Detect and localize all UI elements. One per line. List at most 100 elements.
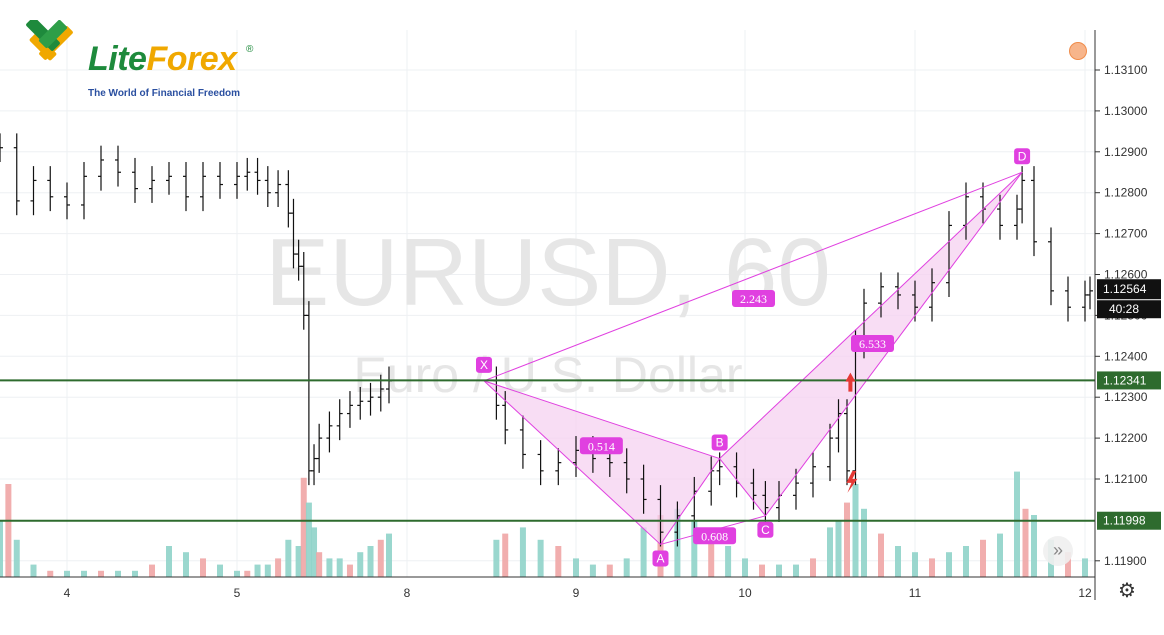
liteforex-logo-icon <box>26 20 73 61</box>
pattern-point-label-bg <box>711 434 728 451</box>
volume-bar <box>759 564 765 577</box>
volume-bar <box>98 570 104 577</box>
pattern-ratio-label-bg <box>693 527 737 545</box>
volume-bar <box>47 570 54 577</box>
level-price-tag <box>1097 371 1161 390</box>
x-tick-label: 8 <box>404 586 411 600</box>
volume-bar <box>912 552 918 577</box>
volume-bar <box>606 564 613 577</box>
logo-wordmark: LiteForex <box>88 40 237 78</box>
volume-bar <box>81 570 87 577</box>
volume-bar <box>166 546 172 577</box>
volume-bar <box>980 539 986 577</box>
y-tick-label: 1.12900 <box>1104 145 1148 159</box>
volume-bar <box>861 508 867 577</box>
volume-bar <box>244 570 251 577</box>
volume-bar <box>254 564 261 577</box>
volume-bar <box>285 539 292 577</box>
volume-bar <box>64 570 70 577</box>
logo-tagline: The World of Financial Freedom <box>88 88 241 99</box>
volume-bar <box>132 570 138 577</box>
pattern-ratio-line <box>483 380 720 460</box>
volume-bar <box>725 546 732 577</box>
volume-bar <box>878 533 884 577</box>
volume-bar <box>708 533 715 577</box>
pattern-leg <box>660 458 721 545</box>
pattern-ratio-label: 0.514 <box>588 439 615 453</box>
alert-dot-icon[interactable] <box>1069 42 1087 60</box>
volume-bar <box>793 564 799 577</box>
volume-bar <box>1031 515 1037 577</box>
volume-bar <box>997 533 1003 577</box>
y-tick-label: 1.12700 <box>1104 227 1148 241</box>
volume-bar <box>326 558 333 577</box>
volume-bar <box>1065 552 1071 577</box>
volume-bar <box>336 558 343 577</box>
current-price-tag <box>1097 279 1161 300</box>
pattern-ratio-label-bg <box>732 290 775 308</box>
pattern-point-label: X <box>480 358 488 372</box>
lightning-icon <box>846 470 858 493</box>
volume-bar <box>589 564 596 577</box>
pattern-point-label-bg <box>1014 148 1031 165</box>
volume-bar <box>946 552 952 577</box>
y-tick-label: 1.13000 <box>1104 104 1148 118</box>
volume-bar <box>835 521 842 577</box>
volume-bar <box>827 527 833 577</box>
x-tick-label: 4 <box>64 586 71 600</box>
volume-bar <box>640 527 647 577</box>
pattern-point-label: C <box>761 523 770 537</box>
x-tick-label: 10 <box>738 586 752 600</box>
volume-bar <box>264 564 271 577</box>
volume-bar <box>149 564 155 577</box>
volume-bar <box>217 564 223 577</box>
volume-bar <box>316 552 323 577</box>
y-tick-label: 1.12300 <box>1104 390 1148 404</box>
y-tick-label: 1.12600 <box>1104 268 1148 282</box>
volume-bar <box>1022 508 1029 577</box>
level-price-tag-text: 1.12341 <box>1103 373 1147 387</box>
pattern-point-label: B <box>716 436 724 450</box>
scroll-to-realtime-button[interactable]: » <box>1043 536 1073 566</box>
watermark-description: Euro / U.S. Dollar <box>353 347 742 403</box>
gear-icon[interactable]: ⚙ <box>1118 580 1136 602</box>
volume-bar <box>691 521 698 577</box>
up-arrow-icon <box>845 372 856 392</box>
volume-bar <box>377 539 384 577</box>
countdown-tag <box>1097 300 1161 319</box>
volume-bar <box>386 533 392 577</box>
x-tick-label: 12 <box>1078 586 1092 600</box>
volume-bar <box>776 564 782 577</box>
y-tick-label: 1.12800 <box>1104 186 1148 200</box>
liteforex-logo: LiteForex ® The World of Financial Freed… <box>18 16 253 99</box>
volume-bar <box>895 546 901 577</box>
pattern-ratio-label-bg <box>851 335 894 353</box>
pattern-point-label-bg <box>476 356 492 373</box>
y-tick-label: 1.13100 <box>1104 63 1148 77</box>
volume-bar <box>810 558 816 577</box>
volume-bar <box>555 546 562 577</box>
volume-bar <box>275 558 282 577</box>
volume-bar <box>200 558 206 577</box>
volume-bar <box>300 477 307 577</box>
volume-bar <box>1082 558 1088 577</box>
level-price-tag-text: 1.11998 <box>1103 514 1146 528</box>
volume-bar <box>0 521 3 577</box>
volume-bar <box>13 539 20 577</box>
pattern-ratio-line <box>483 171 1023 382</box>
pattern-point-label: A <box>656 551 664 565</box>
volume-bar <box>502 533 509 577</box>
x-tick-label: 9 <box>573 586 580 600</box>
x-tick-label: 11 <box>909 586 922 600</box>
pattern-point-label: D <box>1018 149 1027 163</box>
volume-bar <box>963 546 969 577</box>
volume-bar <box>183 552 189 577</box>
volume-bar <box>742 558 748 577</box>
volume-bar <box>346 564 353 577</box>
pattern-ratio-label: 2.243 <box>740 292 767 306</box>
countdown-text: 40:28 <box>1109 302 1139 316</box>
volume-bar <box>305 502 312 577</box>
x-tick-label: 5 <box>234 586 241 600</box>
volume-bar <box>311 527 318 577</box>
